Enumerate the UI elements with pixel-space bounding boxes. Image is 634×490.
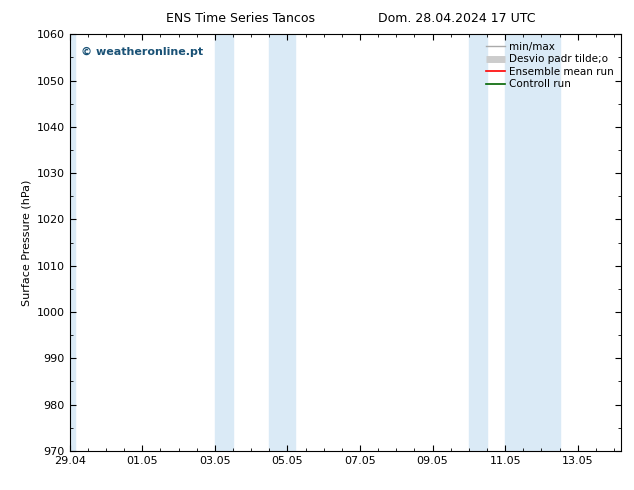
Bar — [70, 34, 75, 451]
Y-axis label: Surface Pressure (hPa): Surface Pressure (hPa) — [21, 179, 31, 306]
Bar — [215, 34, 233, 451]
Text: ENS Time Series Tancos: ENS Time Series Tancos — [166, 12, 316, 25]
Text: © weatheronline.pt: © weatheronline.pt — [81, 47, 203, 57]
Text: Dom. 28.04.2024 17 UTC: Dom. 28.04.2024 17 UTC — [378, 12, 535, 25]
Bar — [269, 34, 295, 451]
Legend: min/max, Desvio padr tilde;o, Ensemble mean run, Controll run: min/max, Desvio padr tilde;o, Ensemble m… — [484, 40, 616, 92]
Bar — [469, 34, 487, 451]
Bar — [505, 34, 560, 451]
